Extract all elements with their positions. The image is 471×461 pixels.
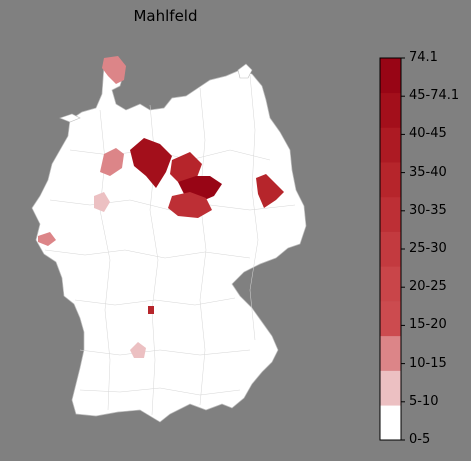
colorbar-band-20-25 bbox=[380, 266, 401, 302]
colorbar-tick-label: 15-20 bbox=[409, 317, 447, 333]
colorbar-tick-label: 20-25 bbox=[409, 279, 447, 295]
region-north-west-hotspot[interactable] bbox=[100, 148, 124, 176]
colorbar-tick-label: 5-10 bbox=[409, 393, 439, 409]
region-westphalia-spot[interactable] bbox=[94, 192, 110, 212]
colorbar-tick-label: 0-5 bbox=[409, 432, 431, 447]
region-magdeburg-south-cluster[interactable] bbox=[168, 192, 212, 218]
colorbar bbox=[379, 57, 405, 441]
colorbar-band-0-5 bbox=[380, 405, 401, 441]
colorbar-band-15-20 bbox=[380, 301, 401, 337]
colorbar-tick-label: 40-45 bbox=[409, 126, 447, 142]
colorbar-band-5-10 bbox=[380, 370, 401, 406]
region-saxony-anhalt-cluster[interactable] bbox=[170, 152, 202, 184]
colorbar-tick-label: 45-74.1 bbox=[409, 88, 460, 104]
island-rugen bbox=[237, 63, 253, 79]
colorbar-band-25-30 bbox=[380, 231, 401, 267]
colorbar-tick-label: 10-15 bbox=[409, 355, 447, 371]
colorbar-tick-label: 35-40 bbox=[409, 164, 447, 180]
germany-landmass bbox=[31, 57, 307, 423]
colorbar-band-35-40 bbox=[380, 162, 401, 198]
colorbar-band-10-15 bbox=[380, 335, 401, 371]
region-lower-saxony-east-cluster[interactable] bbox=[130, 138, 172, 188]
region-rhineland-spot[interactable] bbox=[38, 232, 56, 246]
region-schleswig-holstein-hotspot[interactable] bbox=[102, 56, 126, 84]
region-swabia-spot[interactable] bbox=[130, 342, 146, 358]
colorbar-tick-label: 30-35 bbox=[409, 202, 447, 218]
region-franconia-spot[interactable] bbox=[148, 306, 154, 314]
colorbar-band-40-45 bbox=[380, 127, 401, 163]
colorbar-tick-label: 74.1 bbox=[409, 50, 438, 65]
colorbar-band-45-74.1 bbox=[380, 92, 401, 128]
colorbar-band-74.1 bbox=[380, 58, 401, 94]
map-title: Mahlfeld bbox=[133, 7, 198, 25]
colorbar-tick-label: 25-30 bbox=[409, 241, 447, 256]
region-brandenburg-east-spot[interactable] bbox=[256, 174, 284, 208]
colorbar-band-30-35 bbox=[380, 196, 401, 232]
island-frisian bbox=[59, 113, 81, 123]
